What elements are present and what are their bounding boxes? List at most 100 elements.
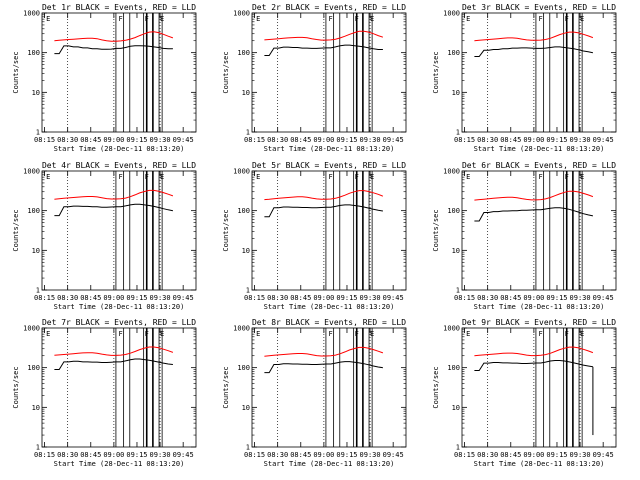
x-tick-label: 08:45 [290, 136, 311, 144]
marker-letter: F [145, 330, 149, 338]
panel-title: Det 7r BLACK = Events, RED = LLD [42, 318, 196, 327]
x-tick-label: 09:00 [103, 451, 124, 459]
marker-letter: E [466, 15, 470, 23]
x-tick-label: 08:45 [290, 294, 311, 302]
x-tick-label: 09:30 [360, 451, 381, 459]
y-tick-label: 1 [36, 444, 40, 452]
events-series [264, 361, 383, 374]
marker-letter: E [46, 330, 50, 338]
x-tick-label: 09:30 [150, 294, 171, 302]
marker-letter: E [256, 173, 260, 181]
y-tick-label: 10 [32, 247, 40, 255]
x-tick-label: 08:45 [500, 294, 521, 302]
x-axis-label: Start Time (28-Dec-11 08:13:20) [264, 303, 395, 311]
events-series [54, 358, 173, 370]
panel-title: Det 1r BLACK = Events, RED = LLD [42, 3, 196, 12]
events-series [264, 44, 383, 56]
x-tick-label: 08:15 [454, 136, 475, 144]
y-axis-label: Counts/sec [12, 51, 20, 93]
y-tick-label: 1 [456, 129, 460, 137]
x-tick-label: 08:15 [244, 294, 265, 302]
marker-letter: E [580, 173, 584, 181]
y-tick-label: 10 [242, 247, 250, 255]
lld-series [264, 30, 384, 41]
y-tick-label: 10 [32, 404, 40, 412]
y-tick-label: 1 [456, 444, 460, 452]
marker-letter: F [118, 330, 122, 338]
x-tick-label: 09:45 [383, 451, 404, 459]
lld-series [474, 190, 594, 201]
marker-letter: E [256, 15, 260, 23]
x-tick-label: 09:00 [523, 451, 544, 459]
panel-3: Det 3r BLACK = Events, RED = LLD E F F E 1 10 1… [432, 3, 617, 153]
marker-letter: F [145, 173, 149, 181]
x-tick-label: 08:30 [267, 451, 288, 459]
marker-letter: F [538, 330, 542, 338]
x-tick-label: 08:45 [80, 451, 101, 459]
marker-letter: F [355, 330, 359, 338]
x-tick-label: 09:15 [126, 451, 147, 459]
x-tick-label: 09:45 [173, 294, 194, 302]
x-tick-label: 09:30 [570, 136, 591, 144]
marker-letter: F [145, 15, 149, 23]
y-tick-label: 100 [27, 364, 40, 372]
x-tick-label: 09:15 [546, 294, 567, 302]
y-tick-label: 100 [447, 49, 460, 57]
y-axis-label: Counts/sec [222, 366, 230, 408]
y-axis-label: Counts/sec [432, 51, 440, 93]
x-tick-label: 09:00 [313, 294, 334, 302]
x-tick-label: 09:00 [103, 294, 124, 302]
panel-6: Det 6r BLACK = Events, RED = LLD E F F E 1 10 1… [432, 161, 617, 311]
x-tick-label: 08:45 [80, 294, 101, 302]
x-tick-label: 09:30 [570, 294, 591, 302]
x-tick-label: 08:15 [34, 136, 55, 144]
marker-letter: E [160, 330, 164, 338]
y-tick-label: 1000 [233, 168, 250, 176]
x-tick-label: 08:45 [290, 451, 311, 459]
events-series [474, 207, 594, 222]
x-tick-label: 08:15 [244, 136, 265, 144]
lld-series [474, 31, 594, 42]
plot-frame [251, 12, 407, 133]
x-tick-label: 09:15 [126, 136, 147, 144]
panel-title: Det 9r BLACK = Events, RED = LLD [462, 318, 616, 327]
marker-letter: F [355, 15, 359, 23]
y-tick-label: 100 [237, 49, 250, 57]
marker-letter: E [370, 173, 374, 181]
plot-frame [461, 170, 617, 291]
panel-title: Det 2r BLACK = Events, RED = LLD [252, 3, 406, 12]
marker-letter: E [160, 15, 164, 23]
x-tick-label: 08:30 [57, 451, 78, 459]
y-axis-label: Counts/sec [12, 366, 20, 408]
y-tick-label: 1000 [443, 168, 460, 176]
y-tick-label: 100 [447, 207, 460, 215]
x-tick-label: 08:15 [454, 294, 475, 302]
marker-letter: E [580, 15, 584, 23]
plot-frame [251, 327, 407, 448]
x-tick-label: 09:45 [383, 136, 404, 144]
panel-9: Det 9r BLACK = Events, RED = LLD E F F E 1 10 1… [432, 318, 617, 468]
x-axis-label: Start Time (28-Dec-11 08:13:20) [474, 460, 605, 468]
marker-letter: E [370, 15, 374, 23]
marker-letter: E [580, 330, 584, 338]
marker-letter: F [328, 330, 332, 338]
y-tick-label: 1000 [443, 325, 460, 333]
marker-letter: E [160, 173, 164, 181]
panel-title: Det 6r BLACK = Events, RED = LLD [462, 161, 616, 170]
x-tick-label: 08:30 [477, 136, 498, 144]
panel-title: Det 5r BLACK = Events, RED = LLD [252, 161, 406, 170]
x-tick-label: 09:15 [336, 451, 357, 459]
x-tick-label: 08:30 [477, 451, 498, 459]
x-tick-label: 09:15 [546, 136, 567, 144]
x-axis-label: Start Time (28-Dec-11 08:13:20) [54, 460, 185, 468]
y-axis-label: Counts/sec [12, 209, 20, 251]
marker-letter: F [328, 173, 332, 181]
panel-title: Det 4r BLACK = Events, RED = LLD [42, 161, 196, 170]
y-tick-label: 10 [242, 89, 250, 97]
y-tick-label: 10 [452, 404, 460, 412]
y-tick-label: 100 [447, 364, 460, 372]
events-series [54, 45, 173, 55]
x-tick-label: 09:30 [360, 294, 381, 302]
x-tick-label: 09:30 [570, 451, 591, 459]
